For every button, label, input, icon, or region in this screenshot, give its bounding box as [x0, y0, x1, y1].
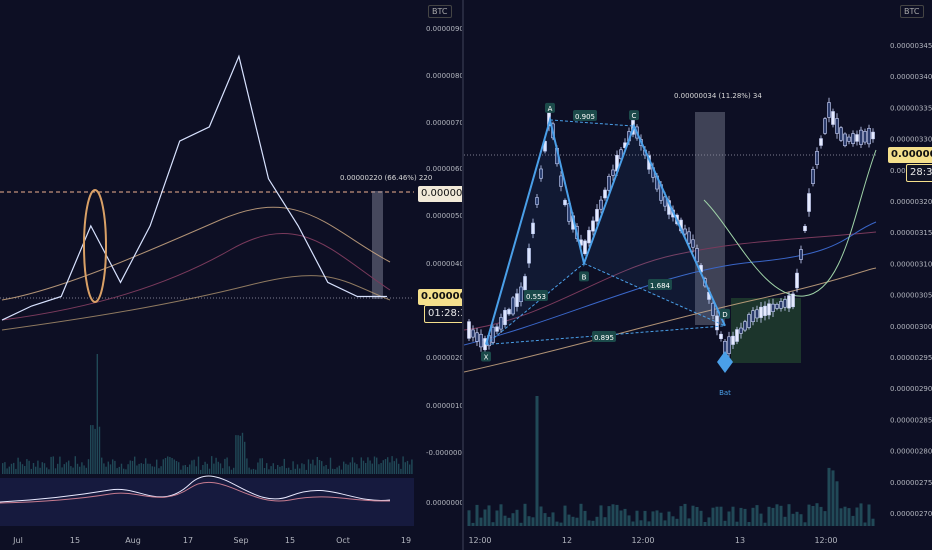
right-price-tick: 0.00000330 — [890, 136, 932, 144]
right-price-tick: 0.00000275 — [890, 479, 932, 487]
pattern-ratio: 0.553 — [526, 293, 546, 301]
right-price-tick: 0.00000335 — [890, 104, 932, 112]
right-price-tick: 0.00000295 — [890, 354, 932, 362]
right-time-tick: 12:00 — [631, 536, 654, 545]
pattern-point-b[interactable] — [579, 271, 589, 282]
left-price-line — [1, 54, 387, 321]
pattern-ratio: 0.905 — [575, 113, 595, 121]
left-price-tick: 0.00000100 — [426, 402, 462, 410]
right-time-tick: 12 — [562, 536, 572, 545]
left-unit-badge: BTC — [428, 5, 452, 18]
left-time-tick: Jul — [12, 536, 23, 545]
right-price-tick: 0.00000340 — [890, 73, 932, 81]
bat-signal-label: Bat — [719, 389, 731, 397]
left-price-tick: 0.00000000 — [426, 499, 462, 507]
right-chart-panel[interactable]: 0.00000345 0.00000340 0.00000335 0.00000330… — [464, 0, 932, 550]
pattern-point-a[interactable] — [545, 102, 555, 113]
pattern-point-label: A — [548, 105, 553, 113]
left-measure-box[interactable] — [372, 191, 383, 299]
left-highlight-ellipse[interactable] — [83, 189, 107, 303]
right-time-tick: 12:00 — [814, 536, 837, 545]
pattern-ratio: 0.895 — [594, 334, 614, 342]
pattern-point-label: D — [722, 311, 727, 319]
right-price-tick: 0.00000305 — [890, 292, 932, 300]
pattern-ratio-badge — [648, 279, 672, 290]
right-unit-badge: BTC — [900, 5, 924, 18]
right-time-tick: 13 — [735, 536, 745, 545]
left-time-tick: 19 — [401, 536, 411, 545]
right-price-tick: 0.00000345 — [890, 42, 932, 50]
right-price-tick: 0.00000300 — [890, 323, 932, 331]
right-current-price: 0.00000327 — [888, 147, 932, 163]
pattern-ratio-badge — [592, 331, 616, 342]
left-time-tick: Oct — [336, 536, 350, 545]
left-time-tick: 17 — [183, 536, 193, 545]
pattern-point-label: B — [582, 273, 587, 281]
left-time-tick: 15 — [285, 536, 295, 545]
right-time-tick: 12:00 — [468, 536, 491, 545]
right-countdown: 28:32 — [906, 164, 932, 182]
left-price-tick: -0.00000000 — [426, 449, 462, 457]
pattern-point-label: C — [632, 112, 637, 120]
left-measure-label: 0.00000220 (66.46%) 220 — [340, 174, 432, 182]
right-price-tick: 0.00000320 — [890, 198, 932, 206]
pattern-ratio: 1.684 — [650, 282, 671, 290]
bat-signal-icon[interactable] — [717, 351, 733, 373]
panel-divider[interactable] — [462, 0, 464, 550]
pattern-point-c[interactable] — [629, 110, 639, 121]
pattern-point-d[interactable] — [720, 308, 730, 319]
left-time-tick: Sep — [233, 536, 248, 545]
pattern-point-x[interactable] — [481, 351, 491, 362]
pattern-point-label: X — [484, 354, 489, 362]
pattern-ratio-badge — [573, 110, 597, 121]
right-price-tick: 0.00000315 — [890, 229, 932, 237]
right-price-tick: 0.00000290 — [890, 385, 932, 393]
right-price-tick: 0.00000285 — [890, 416, 932, 424]
left-time-tick: 15 — [70, 536, 80, 545]
right-measure-label: 0.00000034 (11.28%) 34 — [674, 92, 762, 100]
right-price-tick: 0.00000310 — [890, 260, 932, 268]
right-price-tick: 0.00000270 — [890, 510, 932, 518]
right-price-tick: 0.00000280 — [890, 448, 932, 456]
left-time-tick: Aug — [125, 536, 141, 545]
pattern-ratio-badge — [524, 290, 548, 301]
